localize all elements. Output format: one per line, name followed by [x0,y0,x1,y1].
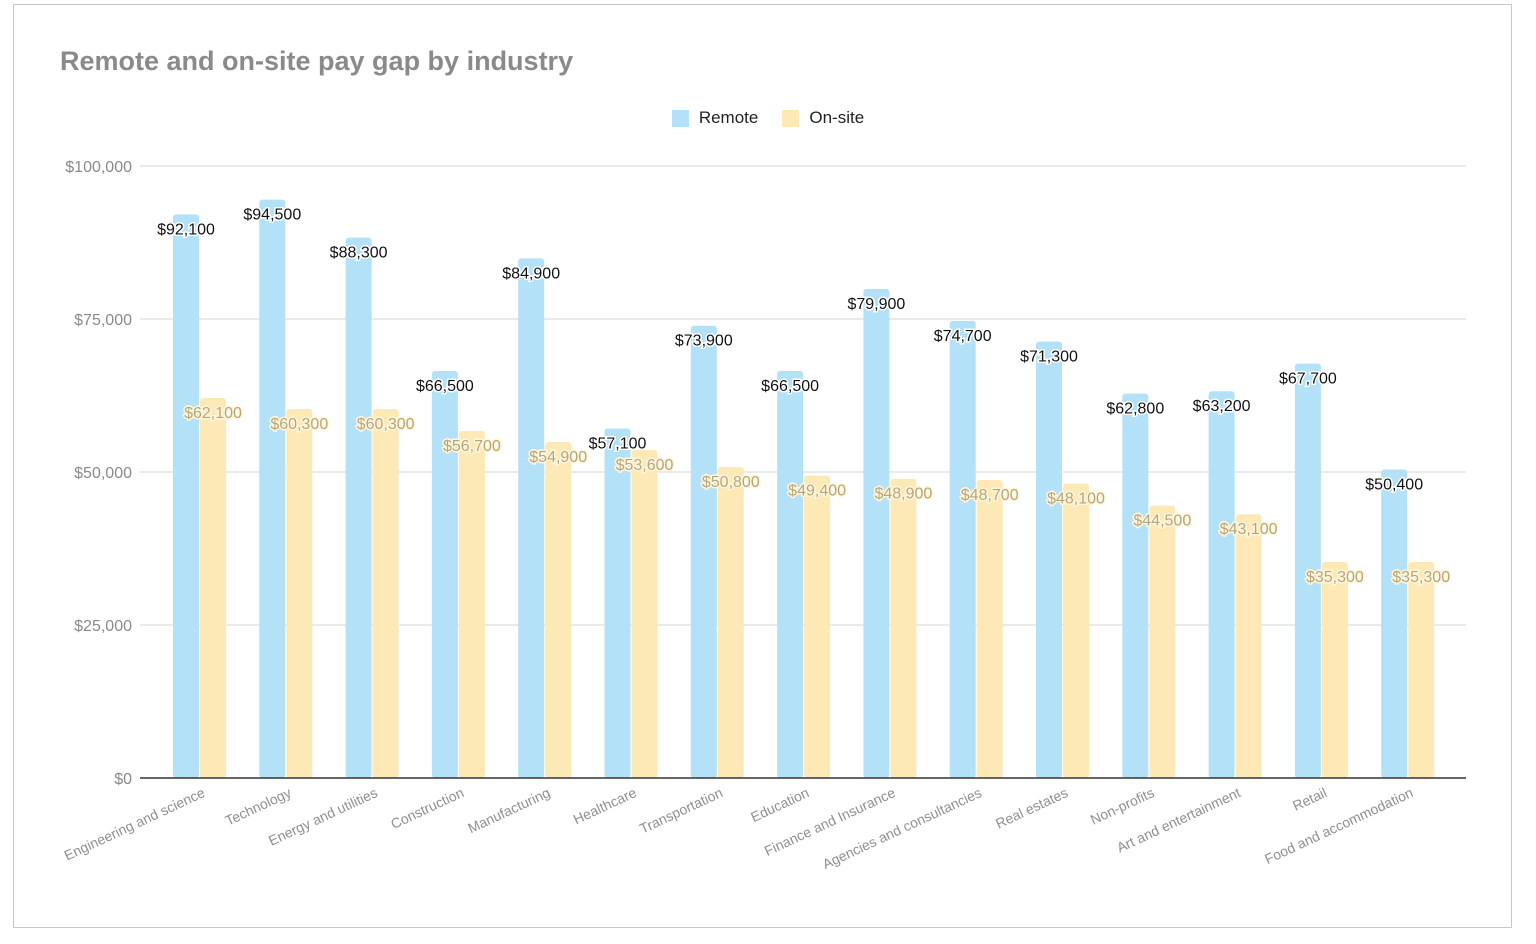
bar-remote [777,371,804,778]
y-tick-label: $100,000 [65,159,132,176]
x-tick-label: Transportation [637,784,725,836]
x-tick-label: Engineering and science [62,784,208,863]
x-tick-label: Agencies and consultancies [820,784,984,872]
bar-remote [173,214,199,778]
legend-swatch-onsite [782,109,800,127]
data-label-remote: $66,500 [416,378,474,395]
x-tick-label: Technology [223,784,294,828]
data-label-onsite: $60,300 [270,416,328,433]
legend-item-remote[interactable]: Remote [671,108,759,128]
bar-onsite [200,397,226,778]
y-tick-label: $0 [114,771,132,788]
data-label-onsite: $48,900 [874,486,932,503]
bar-remote [863,289,890,778]
x-tick-label: Healthcare [571,784,639,827]
bar-onsite [976,479,1003,778]
data-label-remote: $71,300 [1020,349,1078,366]
data-label-onsite: $50,800 [702,474,760,491]
legend-label-remote: Remote [698,108,759,127]
data-label-remote: $94,500 [243,207,301,224]
x-tick-label: Construction [388,784,466,832]
y-tick-label: $75,000 [74,312,132,329]
data-label-onsite: $35,300 [1306,569,1364,586]
bar-onsite [545,442,572,778]
bar-remote [518,258,545,778]
data-label-remote: $92,100 [157,221,215,238]
bar-onsite [631,449,658,778]
bar-onsite [717,467,744,778]
data-label-onsite: $56,700 [443,438,501,455]
bar-onsite [804,475,831,778]
data-label-remote: $62,800 [1106,401,1164,418]
bar-remote [1208,391,1235,778]
bar-remote [604,428,631,778]
data-label-remote: $73,900 [675,333,733,350]
x-tick-label: Manufacturing [465,784,552,836]
data-label-onsite: $62,100 [184,405,242,422]
bar-onsite [1149,505,1176,778]
bar-onsite [1063,483,1089,778]
data-label-onsite: $48,700 [961,487,1019,504]
data-label-onsite: $49,400 [788,483,846,500]
data-label-remote: $57,100 [589,436,647,453]
data-label-remote: $67,700 [1279,371,1337,388]
data-label-onsite: $44,500 [1133,513,1191,530]
x-tick-label: Education [748,784,811,825]
data-label-onsite: $48,100 [1047,491,1105,508]
bar-remote [1122,393,1149,778]
bar-onsite [286,408,313,778]
y-tick-label: $25,000 [74,618,132,635]
data-label-remote: $50,400 [1365,477,1423,494]
x-tick-label: Non-profits [1088,784,1157,827]
x-tick-label: Retail [1290,784,1329,814]
bar-remote [1036,341,1062,778]
y-tick-label: $50,000 [74,465,132,482]
data-label-onsite: $53,600 [616,457,674,474]
data-label-remote: $66,500 [761,378,819,395]
data-label-onsite: $43,100 [1220,521,1278,538]
bar-remote [949,320,976,778]
bar-remote [431,371,458,778]
bar-onsite [890,478,917,778]
bar-remote [345,237,372,778]
bar-remote [1294,363,1321,778]
bar-remote [1381,469,1408,778]
data-label-remote: $88,300 [330,245,388,262]
chart-title: Remote and on-site pay gap by industry [60,46,574,76]
legend-label-onsite: On-site [809,108,865,127]
legend-swatch-remote [671,109,689,127]
bar-onsite [1321,561,1348,778]
data-label-remote: $84,900 [502,265,560,282]
data-label-onsite: $35,300 [1392,569,1450,586]
bar-onsite [1408,561,1435,778]
bar-remote [690,325,717,778]
data-label-onsite: $54,900 [529,449,587,466]
chart-frame [13,4,1512,928]
data-label-remote: $63,200 [1193,398,1251,415]
bar-onsite [1235,514,1262,778]
bar-remote [259,199,286,778]
bar-onsite [458,430,485,778]
x-tick-label: Food and accommodation [1262,784,1415,867]
legend: Remote On-site [0,108,1536,128]
data-label-onsite: $60,300 [357,416,415,433]
bar-onsite [372,408,399,778]
legend-item-onsite[interactable]: On-site [782,108,864,128]
data-label-remote: $74,700 [934,328,992,345]
x-tick-label: Real estates [993,784,1070,831]
data-label-remote: $79,900 [847,296,905,313]
